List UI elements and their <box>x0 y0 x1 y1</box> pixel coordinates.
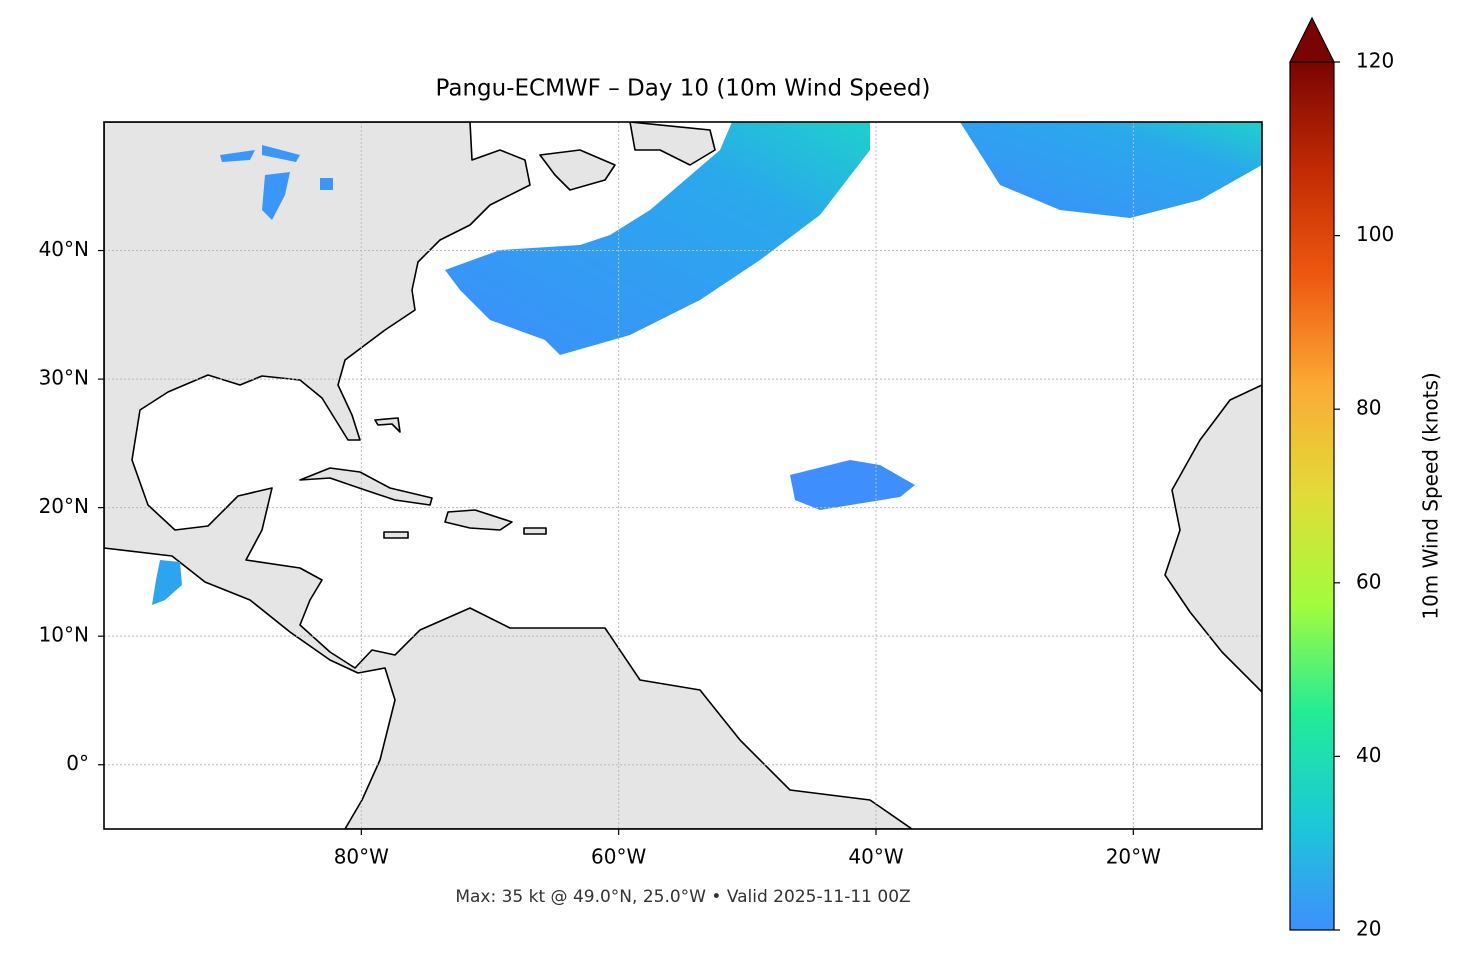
colorbar-tick-label: 120 <box>1356 49 1394 73</box>
land-hispaniola <box>444 509 513 531</box>
land-jamaica <box>383 531 409 539</box>
map <box>104 122 1262 829</box>
land-americas <box>104 122 913 829</box>
colorbar-tick-label: 100 <box>1356 222 1394 246</box>
colorbar-tick-label: 80 <box>1356 396 1381 420</box>
y-tick-label: 30°N <box>39 366 89 390</box>
y-tick-label: 20°N <box>39 494 89 518</box>
land-puerto-rico <box>523 527 547 535</box>
land-newfoundland <box>539 149 616 191</box>
colorbar-tick-label: 20 <box>1356 917 1381 941</box>
annotation: Max: 35 kt @ 49.0°N, 25.0°W • Valid 2025… <box>455 887 910 907</box>
land-africa <box>1164 384 1262 693</box>
y-tick-label: 10°N <box>39 623 89 647</box>
wind-patch-central <box>790 460 915 510</box>
wind-patch-lakes <box>220 145 333 220</box>
x-tick-label: 20°W <box>1106 845 1161 869</box>
colorbar-tick-label: 40 <box>1356 743 1381 767</box>
map-frame <box>103 121 1263 830</box>
wind-band-west <box>445 122 870 355</box>
land-canada-north <box>629 122 716 166</box>
y-tick-label: 0° <box>66 751 89 775</box>
colorbar-tick-label: 60 <box>1356 569 1381 593</box>
chart-title: Pangu-ECMWF – Day 10 (10m Wind Speed) <box>436 76 931 102</box>
x-tick-label: 60°W <box>591 845 646 869</box>
land-cuba <box>299 467 433 506</box>
colorbar-label: 10m Wind Speed (knots) <box>1419 372 1443 619</box>
colorbar-extend <box>1289 16 1335 63</box>
y-tick-label: 40°N <box>39 237 89 261</box>
x-tick-label: 40°W <box>848 845 903 869</box>
land-bahamas <box>374 417 401 433</box>
x-tick-label: 80°W <box>334 845 389 869</box>
wind-patch-pacific <box>152 560 182 605</box>
wind-band-east <box>960 122 1262 218</box>
colorbar <box>1289 61 1335 931</box>
